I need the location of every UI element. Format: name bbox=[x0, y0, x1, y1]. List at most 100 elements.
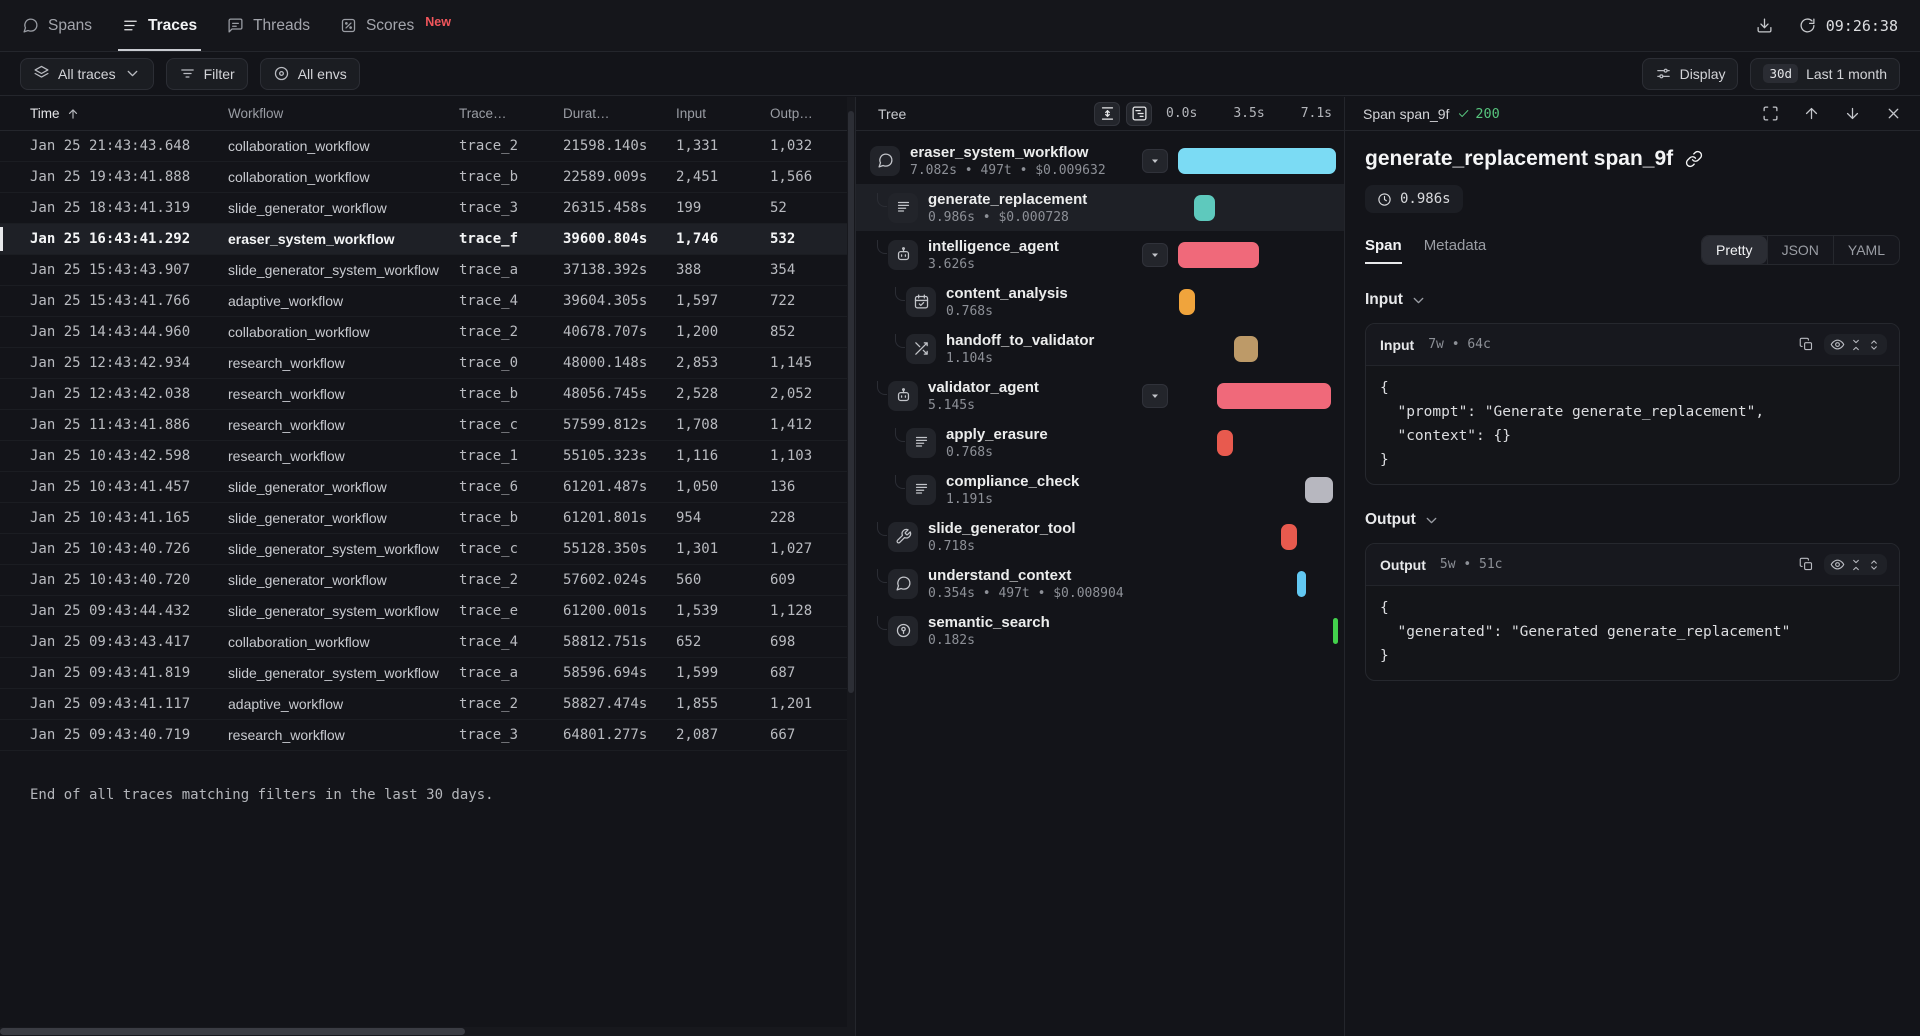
span-duration-bar[interactable] bbox=[1216, 382, 1332, 409]
span-duration-bar[interactable] bbox=[1281, 523, 1298, 550]
all-traces-dropdown[interactable]: All traces bbox=[20, 57, 154, 90]
table-row[interactable]: Jan 25 09:43:40.719 research_workflow trac… bbox=[0, 720, 847, 751]
cell-duration: 55105.323s bbox=[563, 448, 648, 464]
copy-icon[interactable] bbox=[1799, 337, 1814, 352]
fold-icon[interactable] bbox=[1849, 558, 1863, 572]
display-label: Display bbox=[1679, 65, 1726, 82]
table-row[interactable]: Jan 25 10:43:41.165 slide_generator_workf… bbox=[0, 503, 847, 534]
fullscreen-icon[interactable] bbox=[1762, 105, 1779, 122]
table-row[interactable]: Jan 25 10:43:41.457 slide_generator_workf… bbox=[0, 472, 847, 503]
tree-node-handoff_to_validator[interactable]: handoff_to_validator 1.104s bbox=[856, 325, 1344, 372]
table-row[interactable]: Jan 25 18:43:41.319 slide_generator_workf… bbox=[0, 193, 847, 224]
tab-spans[interactable]: Spans bbox=[22, 0, 92, 51]
span-duration-bar[interactable] bbox=[1178, 147, 1336, 174]
table-row[interactable]: Jan 25 10:43:42.598 research_workflow trac… bbox=[0, 441, 847, 472]
collapse-node-button[interactable] bbox=[1142, 383, 1168, 408]
all-envs-button[interactable]: All envs bbox=[259, 57, 360, 90]
refresh-button[interactable]: 09:26:38 bbox=[1799, 17, 1898, 35]
output-section-text: Output bbox=[1365, 511, 1416, 528]
tree-node-generate_replacement[interactable]: generate_replacement 0.986s • $0.000728 bbox=[856, 184, 1344, 231]
vertical-scrollbar[interactable] bbox=[847, 97, 855, 1036]
tree-node-intelligence_agent[interactable]: intelligence_agent 3.626s bbox=[856, 231, 1344, 278]
table-row[interactable]: Jan 25 10:43:40.726 slide_generator_syste… bbox=[0, 534, 847, 565]
tab-threads[interactable]: Threads bbox=[227, 0, 310, 51]
cell-trace: trace_2 bbox=[459, 572, 519, 588]
close-icon[interactable] bbox=[1885, 105, 1902, 122]
column-header-workflow[interactable]: Workflow bbox=[228, 106, 284, 121]
download-button[interactable] bbox=[1756, 17, 1773, 34]
tab-span[interactable]: Span bbox=[1365, 237, 1402, 264]
column-header-input[interactable]: Input bbox=[676, 106, 707, 121]
tree-node-semantic_search[interactable]: semantic_search 0.182s bbox=[856, 607, 1344, 654]
tree-node-compliance_check[interactable]: compliance_check 1.191s bbox=[856, 466, 1344, 513]
span-duration-bar[interactable] bbox=[1178, 241, 1259, 268]
column-header-outp[interactable]: Outp… bbox=[770, 106, 813, 121]
arrow-down-icon[interactable] bbox=[1844, 105, 1861, 122]
cell-workflow: collaboration_workflow bbox=[228, 169, 370, 185]
table-row[interactable]: Jan 25 14:43:44.960 collaboration_workflo… bbox=[0, 317, 847, 348]
table-row[interactable]: Jan 25 12:43:42.934 research_workflow trac… bbox=[0, 348, 847, 379]
tree-node-validator_agent[interactable]: validator_agent 5.145s bbox=[856, 372, 1344, 419]
clock-label: 09:26:38 bbox=[1825, 16, 1898, 35]
expand-rows-button[interactable] bbox=[1094, 101, 1120, 126]
table-row[interactable]: Jan 25 16:43:41.292 eraser_system_workflo… bbox=[0, 224, 847, 255]
fold-icon[interactable] bbox=[1849, 338, 1863, 352]
cell-workflow: research_workflow bbox=[228, 727, 345, 743]
table-row[interactable]: Jan 25 15:43:43.907 slide_generator_syste… bbox=[0, 255, 847, 286]
horizontal-scrollbar[interactable] bbox=[0, 1027, 847, 1036]
unfold-icon[interactable] bbox=[1867, 558, 1881, 572]
table-row[interactable]: Jan 25 09:43:41.819 slide_generator_syste… bbox=[0, 658, 847, 689]
timeline-track bbox=[1178, 522, 1336, 552]
cell-trace: trace_4 bbox=[459, 293, 519, 309]
copy-icon[interactable] bbox=[1799, 557, 1814, 572]
table-row[interactable]: Jan 25 09:43:44.432 slide_generator_syste… bbox=[0, 596, 847, 627]
tree-node-understand_context[interactable]: understand_context 0.354s • 497t • $0.008… bbox=[856, 560, 1344, 607]
format-json[interactable]: JSON bbox=[1766, 236, 1833, 264]
collapse-node-button[interactable] bbox=[1142, 148, 1168, 173]
column-header-time[interactable]: Time bbox=[30, 106, 228, 121]
table-row[interactable]: Jan 25 21:43:43.648 collaboration_workflo… bbox=[0, 131, 847, 162]
table-row[interactable]: Jan 25 15:43:41.766 adaptive_workflow trac… bbox=[0, 286, 847, 317]
date-range-button[interactable]: 30d Last 1 month bbox=[1750, 57, 1900, 90]
tab-traces[interactable]: Traces bbox=[117, 0, 202, 51]
table-row[interactable]: Jan 25 12:43:42.038 research_workflow trac… bbox=[0, 379, 847, 410]
display-button[interactable]: Display bbox=[1641, 57, 1739, 90]
unfold-icon[interactable] bbox=[1867, 338, 1881, 352]
table-row[interactable]: Jan 25 09:43:43.417 collaboration_workflo… bbox=[0, 627, 847, 658]
span-duration-bar[interactable] bbox=[1216, 429, 1234, 456]
eye-icon[interactable] bbox=[1830, 337, 1845, 352]
span-duration-bar[interactable] bbox=[1305, 476, 1333, 503]
column-header-durat[interactable]: Durat… bbox=[563, 106, 610, 121]
span-duration-bar[interactable] bbox=[1296, 570, 1306, 597]
collapse-node-button[interactable] bbox=[1142, 242, 1168, 267]
table-row[interactable]: Jan 25 09:43:41.117 adaptive_workflow trac… bbox=[0, 689, 847, 720]
tab-metadata[interactable]: Metadata bbox=[1423, 236, 1487, 254]
waterfall-view-button[interactable] bbox=[1126, 101, 1152, 126]
link-icon[interactable] bbox=[1685, 150, 1703, 168]
cell-input: 1,200 bbox=[676, 324, 719, 340]
table-row[interactable]: Jan 25 11:43:41.886 research_workflow trac… bbox=[0, 410, 847, 441]
filter-button[interactable]: Filter bbox=[165, 57, 248, 90]
tree-node-apply_erasure[interactable]: apply_erasure 0.768s bbox=[856, 419, 1344, 466]
input-section-label[interactable]: Input bbox=[1365, 291, 1900, 309]
span-duration-bar[interactable] bbox=[1193, 194, 1216, 221]
new-badge: New bbox=[425, 14, 451, 29]
arrow-up-icon[interactable] bbox=[1803, 105, 1820, 122]
table-row[interactable]: Jan 25 19:43:41.888 collaboration_workflo… bbox=[0, 162, 847, 193]
format-pretty[interactable]: Pretty bbox=[1701, 236, 1767, 264]
span-duration-bar[interactable] bbox=[1332, 617, 1338, 644]
format-yaml[interactable]: YAML bbox=[1832, 236, 1899, 264]
tree-node-slide_generator_tool[interactable]: slide_generator_tool 0.718s bbox=[856, 513, 1344, 560]
table-row[interactable]: Jan 25 10:43:40.720 slide_generator_workf… bbox=[0, 565, 847, 596]
input-section-text: Input bbox=[1365, 291, 1403, 308]
tab-scores[interactable]: Scores New bbox=[340, 0, 451, 51]
output-section-label[interactable]: Output bbox=[1365, 511, 1900, 529]
cell-input: 1,331 bbox=[676, 138, 719, 154]
tree-node-eraser_system_workflow[interactable]: eraser_system_workflow 7.082s • 497t • $0… bbox=[856, 137, 1344, 184]
cell-workflow: slide_generator_workflow bbox=[228, 572, 387, 588]
span-duration-bar[interactable] bbox=[1234, 335, 1258, 362]
span-duration-bar[interactable] bbox=[1178, 288, 1195, 315]
column-header-trace[interactable]: Trace… bbox=[459, 106, 507, 121]
tree-node-content_analysis[interactable]: content_analysis 0.768s bbox=[856, 278, 1344, 325]
eye-icon[interactable] bbox=[1830, 557, 1845, 572]
